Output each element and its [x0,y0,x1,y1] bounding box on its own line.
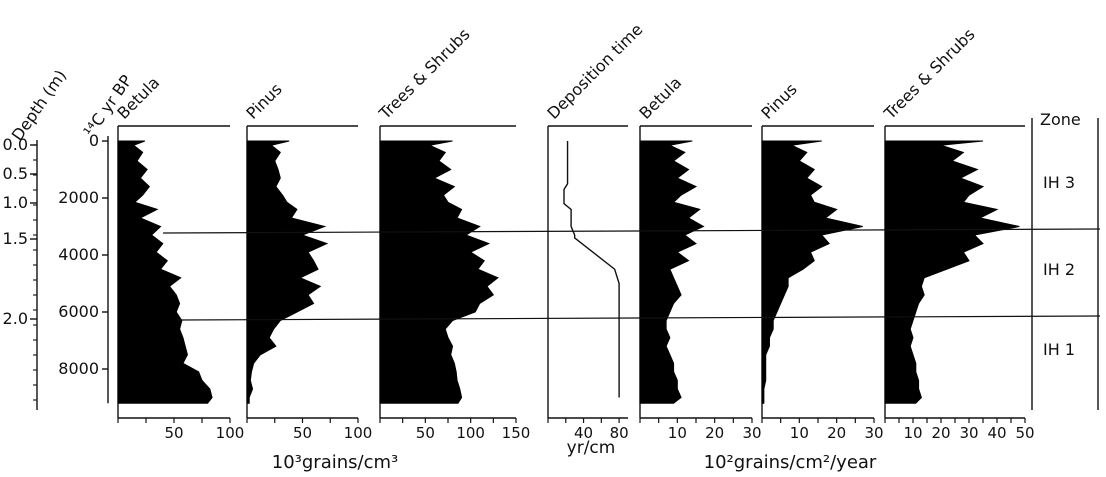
x-tick-label: 20 [827,424,846,442]
x-tick-label: 40 [574,424,593,442]
age-tick-label: 8000 [58,359,99,378]
depth-tick-label: 0.0 [3,135,28,154]
pollen-curve-area [379,140,499,404]
x-tick-label: 80 [610,424,629,442]
panel-title: Trees & Shrubs [375,25,474,124]
age-tick-label: 6000 [58,302,99,321]
zone-header: Zone [1040,110,1081,129]
x-tick-label: 10 [903,424,922,442]
x-tick-label: 50 [416,424,435,442]
concentration-unit-label: 10³grains/cm³ [272,452,398,473]
panel-title: Betula [635,73,685,123]
zone-label: IH 2 [1043,260,1075,279]
x-tick-label: 150 [502,424,531,442]
x-tick-label: 50 [1015,424,1034,442]
panel-title: Trees & Shrubs [880,25,979,124]
age-tick-label: 2000 [58,188,99,207]
depth-tick-label: 0.5 [3,164,28,183]
age-tick-label: 4000 [58,245,99,264]
pollen-curve-area [761,140,863,404]
zone-label: IH 1 [1043,340,1075,359]
x-tick-label: 20 [705,424,724,442]
x-tick-label: 30 [742,424,761,442]
panel-title: Pinus [242,79,285,122]
depth-tick-label: 1.5 [3,229,28,248]
influx-unit-label: 10²grains/cm²/year [704,452,877,473]
x-tick-label: 100 [344,424,373,442]
pollen-curve-area [117,140,213,404]
age-tick-label: 0 [89,131,99,150]
x-tick-label: 30 [959,424,978,442]
panel-title: Deposition time [543,20,646,123]
x-tick-label: 100 [456,424,485,442]
zone-label: IH 3 [1043,173,1075,192]
depth-tick-label: 1.0 [3,193,28,212]
x-tick-label: 100 [216,424,245,442]
x-tick-label: 20 [931,424,950,442]
pollen-curve-area [884,140,1020,404]
pollen-curve-area [639,140,705,404]
zone-boundary-line [162,228,1101,234]
pollen-curve-area [246,140,329,404]
x-tick-label: 10 [790,424,809,442]
x-tick-label: 50 [293,424,312,442]
x-tick-label: 40 [987,424,1006,442]
deposition-unit-label: yr/cm [567,438,616,458]
depth-tick-label: 2.0 [3,309,28,328]
panel-title: Pinus [757,79,800,122]
x-tick-label: 10 [668,424,687,442]
deposition-time-line [563,141,620,398]
x-tick-label: 50 [164,424,183,442]
zone-boundary-line [177,315,1101,321]
x-tick-label: 30 [864,424,883,442]
depth-axis-label: Depth (m) [8,66,71,144]
